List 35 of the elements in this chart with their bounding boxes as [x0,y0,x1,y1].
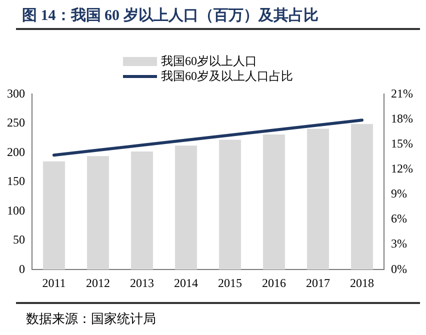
bar [351,124,374,270]
x-tick-label: 2014 [174,276,198,290]
x-tick-label: 2011 [42,276,66,290]
x-tick-label: 2018 [350,276,374,290]
y-tick-label: 300 [7,86,25,100]
bar [87,156,109,270]
y2-tick-label: 18% [391,111,414,126]
y2-tick-label: 6% [391,212,408,226]
y-tick-label: 200 [7,144,25,159]
bar [263,134,286,270]
chart-title: 图 14：我国 60 岁以上人口（百万）及其占比 [22,6,318,25]
y2-tick-label: 9% [391,186,408,201]
y2-tick-label: 0% [391,262,408,276]
bar [43,161,65,270]
x-tick-label: 2016 [262,276,286,290]
x-tick-label: 2012 [86,276,110,290]
legend-label: 我国60岁以上人口 [161,54,257,69]
y-tick-label: 250 [7,116,25,130]
x-tick-label: 2013 [130,276,154,290]
bar [131,152,153,270]
y-tick-label: 150 [7,174,25,188]
y2-tick-label: 12% [391,162,414,176]
x-tick-label: 2015 [218,276,242,290]
y-tick-label: 50 [13,232,25,247]
y2-tick-label: 21% [391,86,414,100]
y2-tick-label: 15% [391,136,414,150]
bar [175,146,197,270]
bar [219,140,242,270]
x-tick-label: 2017 [306,276,330,290]
bar [307,128,330,270]
y-tick-label: 0 [19,262,25,276]
source-note: 数据来源：国家统计局 [26,310,156,328]
y2-tick-label: 3% [391,236,408,251]
legend-label: 我国60岁及以上人口占比 [161,69,293,84]
y-tick-label: 100 [7,203,25,218]
